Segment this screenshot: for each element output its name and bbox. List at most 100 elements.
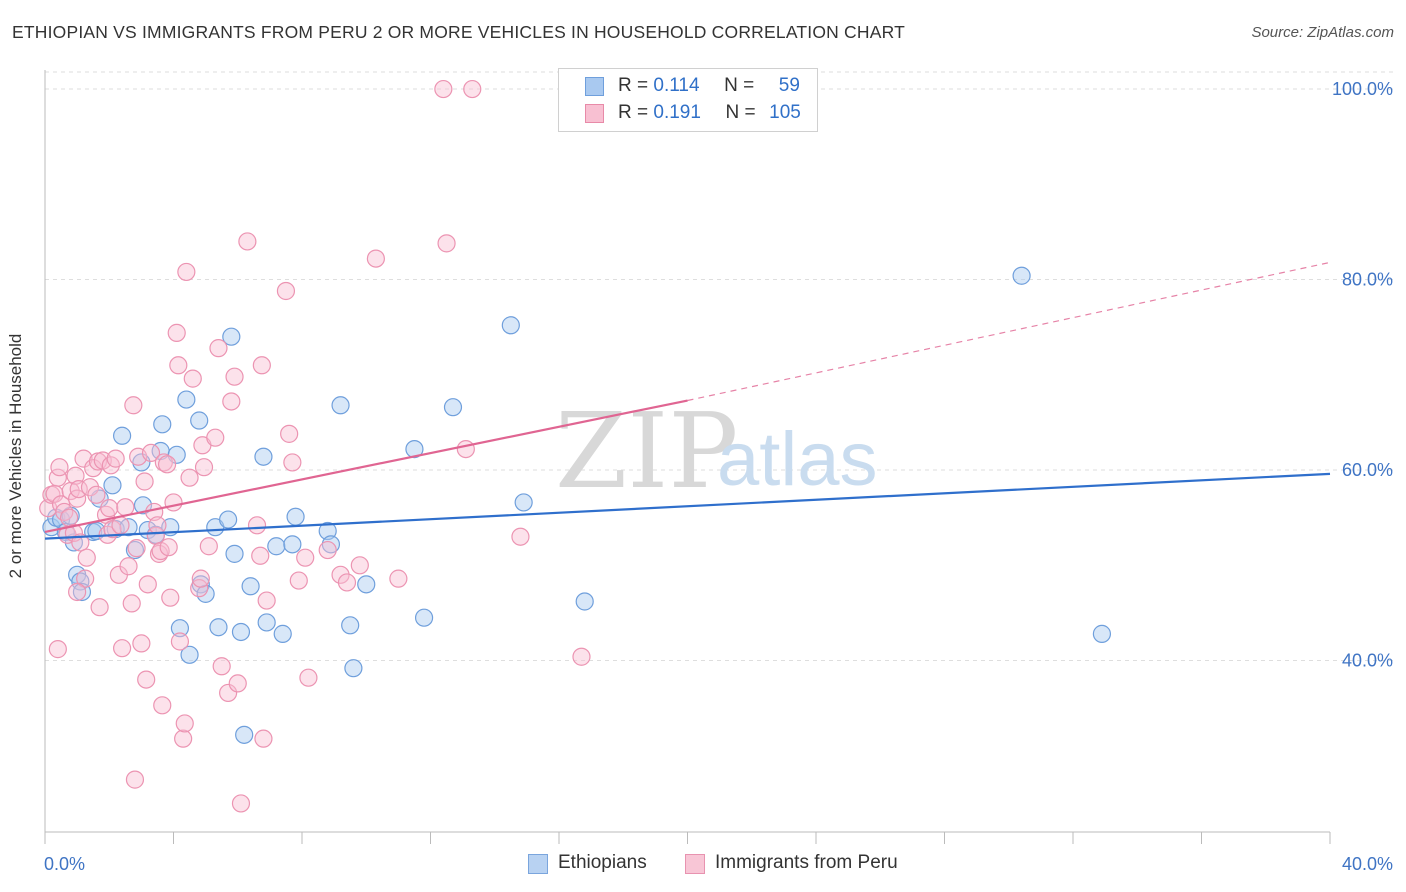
- series-peru: [39, 79, 591, 813]
- data-point: [133, 496, 153, 515]
- data-point: [209, 339, 228, 358]
- data-point: [414, 608, 434, 627]
- data-point: [222, 392, 241, 411]
- data-point: [206, 428, 225, 447]
- data-point: [267, 537, 286, 556]
- data-point: [318, 540, 337, 560]
- data-point: [251, 546, 270, 565]
- data-point: [280, 424, 299, 443]
- data-point: [177, 390, 196, 409]
- data-point: [159, 538, 178, 557]
- data-point: [190, 411, 209, 430]
- data-point: [90, 598, 109, 617]
- data-point: [68, 582, 87, 602]
- data-point: [247, 516, 267, 535]
- data-point: [68, 489, 87, 508]
- watermark: ZIP atlas: [555, 390, 878, 512]
- data-point: [225, 367, 244, 386]
- data-point: [122, 594, 141, 613]
- trend-line-ethiopians: [44, 472, 1331, 540]
- data-point: [77, 548, 96, 567]
- data-point: [66, 466, 85, 485]
- data-point: [48, 640, 67, 659]
- legend-n-value: 105: [769, 102, 801, 123]
- data-point: [199, 537, 218, 556]
- data-point: [286, 507, 305, 526]
- bottom-legend-swatch-peru: [685, 854, 705, 874]
- data-point: [228, 674, 247, 693]
- data-point: [276, 281, 296, 301]
- data-point: [241, 577, 260, 596]
- watermark-atlas: atlas: [717, 417, 878, 502]
- data-point: [116, 498, 135, 517]
- data-point: [161, 588, 180, 607]
- data-point: [132, 453, 151, 472]
- data-point: [283, 453, 302, 472]
- data-point: [257, 591, 276, 610]
- data-point: [132, 634, 151, 653]
- data-point: [235, 725, 254, 744]
- data-point: [74, 449, 93, 468]
- data-point: [87, 485, 106, 504]
- legend-swatch-peru: [585, 104, 604, 123]
- data-point: [318, 521, 337, 541]
- data-point: [575, 592, 594, 611]
- tick-labels: 40.0% 60.0% 80.0% 100.0% 0.0% 40.0%: [44, 79, 1393, 874]
- data-point: [331, 396, 350, 415]
- data-point: [572, 647, 591, 666]
- data-point: [164, 493, 183, 512]
- x-tick-label: 40.0%: [1342, 854, 1393, 874]
- data-point: [50, 458, 69, 477]
- data-point: [177, 262, 196, 282]
- data-point: [1012, 266, 1031, 285]
- data-point: [231, 794, 251, 813]
- data-point: [59, 508, 79, 527]
- data-point: [238, 232, 257, 251]
- data-point: [174, 729, 193, 748]
- data-point: [55, 502, 74, 522]
- data-point: [183, 369, 202, 388]
- data-point: [138, 575, 157, 594]
- data-point: [76, 569, 95, 588]
- source-label: Source: ZipAtlas.com: [1251, 24, 1394, 41]
- data-point: [1092, 624, 1112, 643]
- y-tick-label: 100.0%: [1332, 79, 1393, 99]
- data-point: [443, 398, 463, 417]
- data-point: [180, 468, 199, 487]
- y-tick-label: 40.0%: [1342, 651, 1393, 671]
- data-point: [389, 569, 408, 588]
- y-tick-label: 80.0%: [1342, 270, 1393, 290]
- data-point: [190, 579, 209, 598]
- data-point: [321, 535, 341, 554]
- data-point: [514, 493, 533, 512]
- data-point: [456, 439, 475, 459]
- data-point: [157, 455, 177, 474]
- data-point: [106, 449, 125, 468]
- data-point: [350, 556, 369, 575]
- data-point: [366, 249, 385, 268]
- data-point: [148, 516, 167, 535]
- data-point: [153, 415, 172, 434]
- data-point: [111, 516, 130, 535]
- trend-line-peru-extrapolated: [687, 261, 1331, 402]
- data-point: [112, 639, 132, 658]
- legend-n-value: 59: [778, 75, 800, 96]
- data-point: [405, 439, 424, 459]
- data-point: [463, 79, 482, 99]
- data-point: [127, 539, 146, 558]
- data-point: [169, 356, 188, 375]
- data-point: [222, 327, 241, 346]
- watermark-zip: ZIP: [555, 390, 738, 512]
- data-point: [153, 696, 172, 715]
- data-point: [212, 657, 231, 676]
- data-point: [289, 571, 308, 590]
- data-point: [252, 356, 271, 375]
- data-point: [69, 480, 88, 499]
- data-point: [191, 569, 210, 588]
- legend-text-peru: R = 0.191 N = 105: [618, 102, 801, 123]
- data-point: [80, 478, 100, 497]
- data-point: [119, 557, 138, 576]
- data-point: [231, 622, 251, 642]
- data-point: [167, 323, 186, 342]
- data-point: [341, 616, 360, 635]
